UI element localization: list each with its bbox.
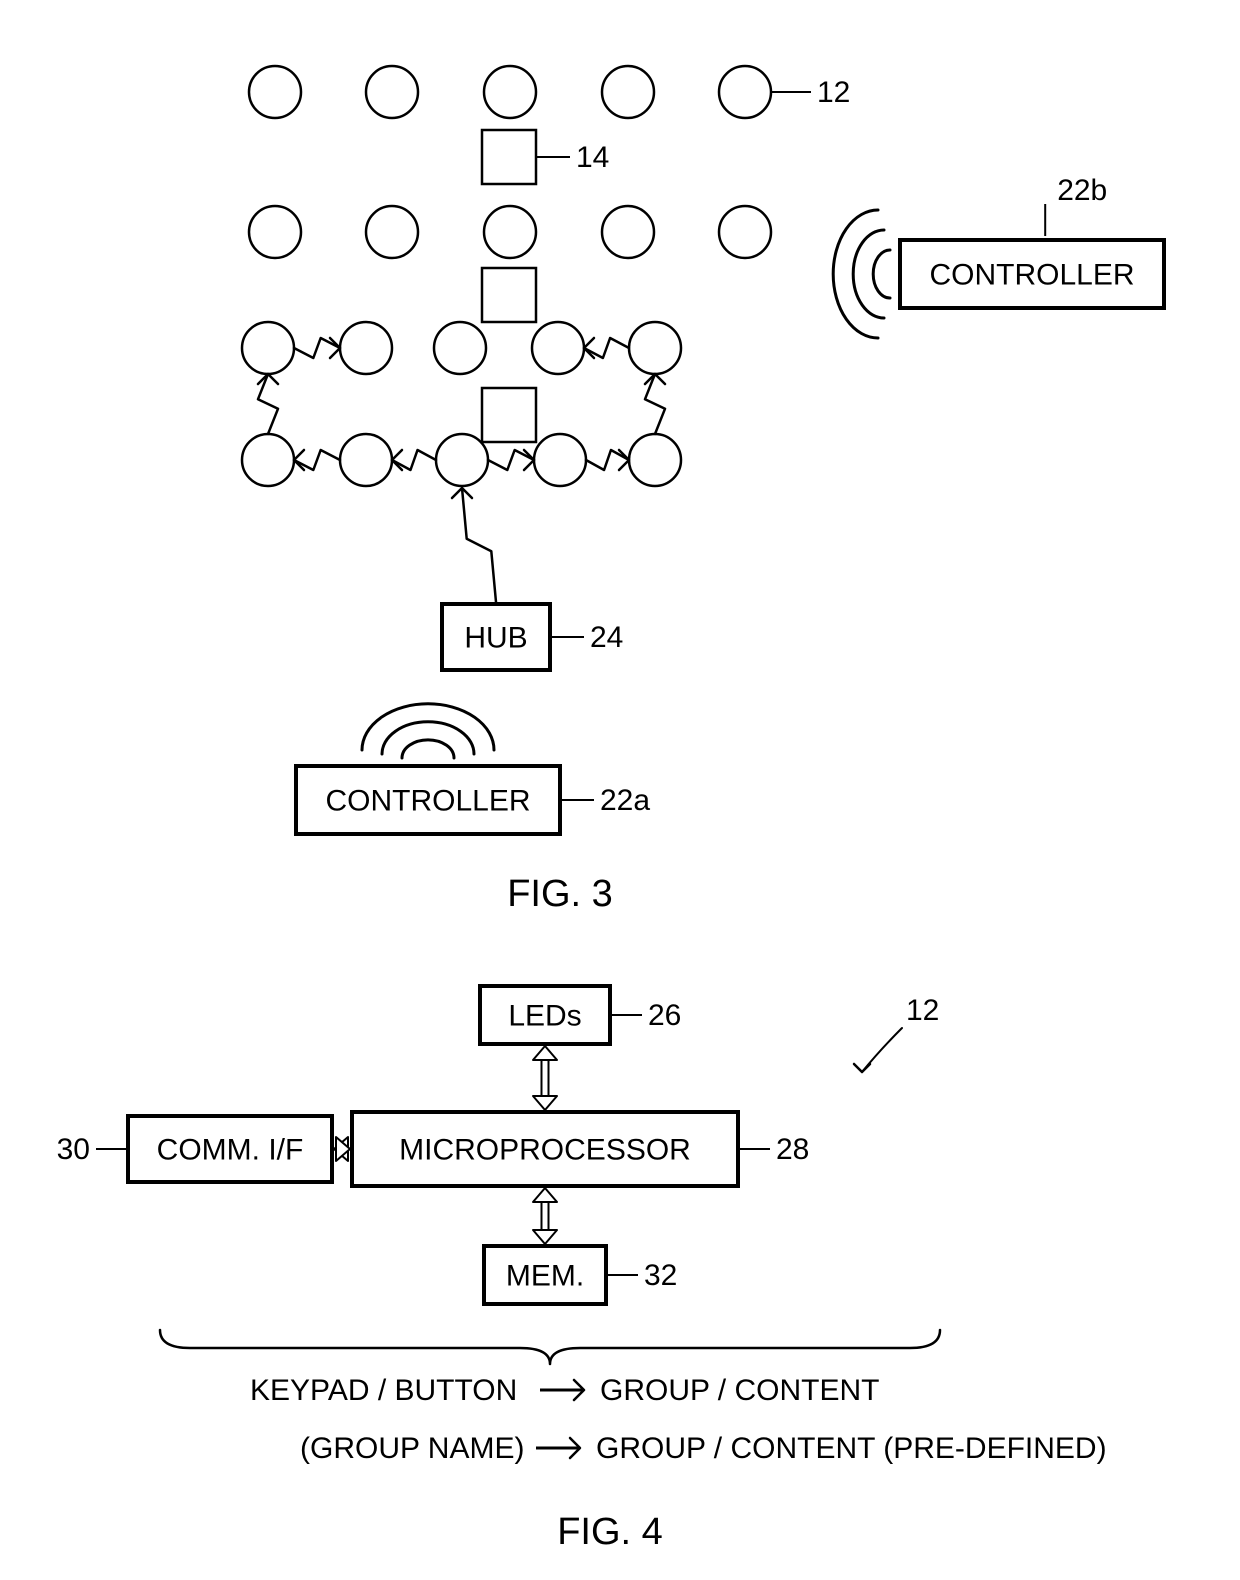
- path: [362, 704, 494, 750]
- node-circle: [242, 434, 294, 486]
- fig4-caption: FIG. 4: [557, 1511, 663, 1553]
- ref-30: 30: [57, 1133, 90, 1166]
- path: [392, 450, 402, 470]
- ref-22b: 22b: [1057, 174, 1107, 207]
- controller-b-label: CONTROLLER: [929, 259, 1134, 292]
- ref-12: 12: [817, 76, 850, 109]
- node-circle: [534, 434, 586, 486]
- ref-24: 24: [590, 621, 623, 654]
- path: [462, 488, 496, 602]
- path: [584, 338, 594, 358]
- ref-28: 28: [776, 1133, 809, 1166]
- mem-map-2b: GROUP / CONTENT (PRE-DEFINED): [596, 1432, 1107, 1465]
- node-circle: [366, 206, 418, 258]
- node-circle: [340, 322, 392, 374]
- sensor-square: [482, 388, 536, 442]
- path: [533, 1046, 557, 1060]
- node-circle: [340, 434, 392, 486]
- path: [833, 210, 878, 338]
- node-circle: [434, 322, 486, 374]
- node-circle: [629, 322, 681, 374]
- ref-12b: 12: [906, 994, 939, 1027]
- mem-map-1a: KEYPAD / BUTTON: [250, 1374, 517, 1407]
- mpu-box-label: MICROPROCESSOR: [399, 1134, 691, 1167]
- mem-map-2a: (GROUP NAME): [300, 1432, 524, 1465]
- path: [160, 1330, 940, 1364]
- node-circle: [249, 206, 301, 258]
- node-circle: [484, 66, 536, 118]
- node-circle: [366, 66, 418, 118]
- controller-a-label: CONTROLLER: [325, 785, 530, 818]
- sensor-square: [482, 268, 536, 322]
- path: [873, 250, 890, 298]
- ref-32: 32: [644, 1259, 677, 1292]
- fig3-caption: FIG. 3: [507, 873, 613, 915]
- path: [402, 740, 454, 758]
- dbl-arrow: [542, 1200, 549, 1232]
- node-circle: [602, 66, 654, 118]
- node-circle: [602, 206, 654, 258]
- mem-map-1b: GROUP / CONTENT: [600, 1374, 879, 1407]
- sensor-square: [482, 130, 536, 184]
- ref-14: 14: [576, 141, 609, 174]
- path: [645, 374, 665, 384]
- path: [645, 374, 665, 434]
- node-circle: [719, 206, 771, 258]
- path: [533, 1188, 557, 1202]
- path: [258, 374, 278, 434]
- comm-box-label: COMM. I/F: [157, 1134, 304, 1167]
- node-circle: [484, 206, 536, 258]
- path: [533, 1230, 557, 1244]
- node-circle: [629, 434, 681, 486]
- dbl-arrow: [542, 1058, 549, 1098]
- path: [294, 450, 304, 470]
- path: [258, 374, 278, 384]
- path: [533, 1096, 557, 1110]
- hub-box-label: HUB: [464, 622, 527, 655]
- path: [330, 338, 340, 358]
- ref-22a: 22a: [600, 784, 650, 817]
- node-circle: [249, 66, 301, 118]
- node-circle: [436, 434, 488, 486]
- path: [524, 450, 534, 470]
- ref-26: 26: [648, 999, 681, 1032]
- mem-box-label: MEM.: [506, 1260, 584, 1293]
- leds-box-label: LEDs: [508, 1000, 581, 1033]
- node-circle: [532, 322, 584, 374]
- path: [853, 230, 884, 318]
- path: [854, 1064, 870, 1072]
- path: [382, 722, 474, 754]
- node-circle: [719, 66, 771, 118]
- node-circle: [242, 322, 294, 374]
- path: [619, 450, 629, 470]
